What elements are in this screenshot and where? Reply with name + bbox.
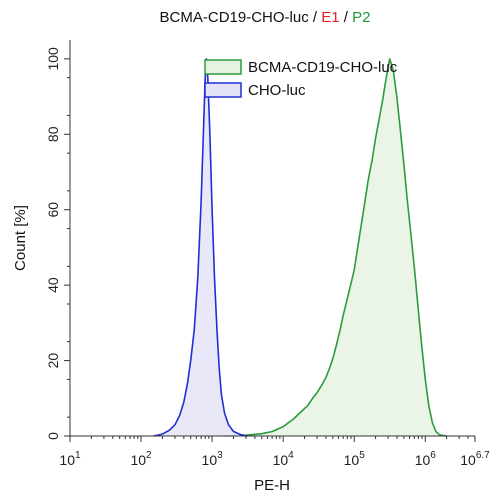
x-tick-label: 102 [130, 450, 152, 468]
x-tick-exponent: 6.7 [476, 450, 490, 461]
x-tick-label: 103 [202, 450, 224, 468]
title-gate-p2: P2 [352, 9, 370, 26]
x-tick-base: 10 [59, 452, 75, 468]
title-sample: BCMA-CD19-CHO-luc [160, 9, 310, 26]
series-area-cho-luc [153, 58, 248, 437]
legend-item-bcma: BCMA-CD19-CHO-luc [204, 59, 398, 76]
x-tick-exponent: 5 [359, 450, 365, 461]
x-tick-label: 101 [59, 450, 81, 468]
y-tick-label: 20 [45, 353, 61, 369]
title-separator-1: / [309, 9, 322, 26]
x-tick-base: 10 [415, 452, 431, 468]
x-tick-base: 10 [202, 452, 218, 468]
y-tick-label: 60 [45, 202, 61, 218]
chart-title: BCMA-CD19-CHO-luc / E1 / P2 [160, 9, 371, 26]
legend-swatch-bcma [204, 59, 242, 75]
title-gate-e1: E1 [321, 9, 339, 26]
y-tick-label: 100 [45, 47, 61, 71]
y-tick-label: 80 [45, 126, 61, 142]
legend-swatch-cho [204, 82, 242, 98]
x-tick-exponent: 1 [75, 450, 81, 461]
x-tick-exponent: 4 [288, 450, 294, 461]
x-tick-base: 10 [460, 452, 476, 468]
title-separator-2: / [340, 9, 353, 26]
y-tick-label: 0 [45, 432, 61, 440]
x-tick-label: 104 [273, 450, 295, 468]
x-tick-base: 10 [344, 452, 360, 468]
legend-label-bcma: BCMA-CD19-CHO-luc [248, 59, 398, 76]
series-line-bcma-cd19-cho-luc [224, 58, 447, 437]
y-axis-title: Count [%] [12, 205, 29, 271]
legend: BCMA-CD19-CHO-luc CHO-luc [204, 59, 398, 99]
series-area-bcma-cd19-cho-luc [224, 58, 447, 437]
x-axis-title: PE-H [254, 477, 290, 494]
x-tick-exponent: 6 [430, 450, 436, 461]
x-tick-label: 106 [415, 450, 437, 468]
y-tick-label: 40 [45, 277, 61, 293]
legend-label-cho: CHO-luc [248, 82, 306, 99]
x-tick-base: 10 [130, 452, 146, 468]
x-tick-exponent: 3 [217, 450, 223, 461]
series-layer [153, 58, 447, 437]
x-tick-base: 10 [273, 452, 289, 468]
x-tick-label: 106.7 [460, 450, 490, 468]
x-tick-label: 105 [344, 450, 366, 468]
x-tick-exponent: 2 [146, 450, 152, 461]
legend-item-cho: CHO-luc [204, 82, 306, 99]
